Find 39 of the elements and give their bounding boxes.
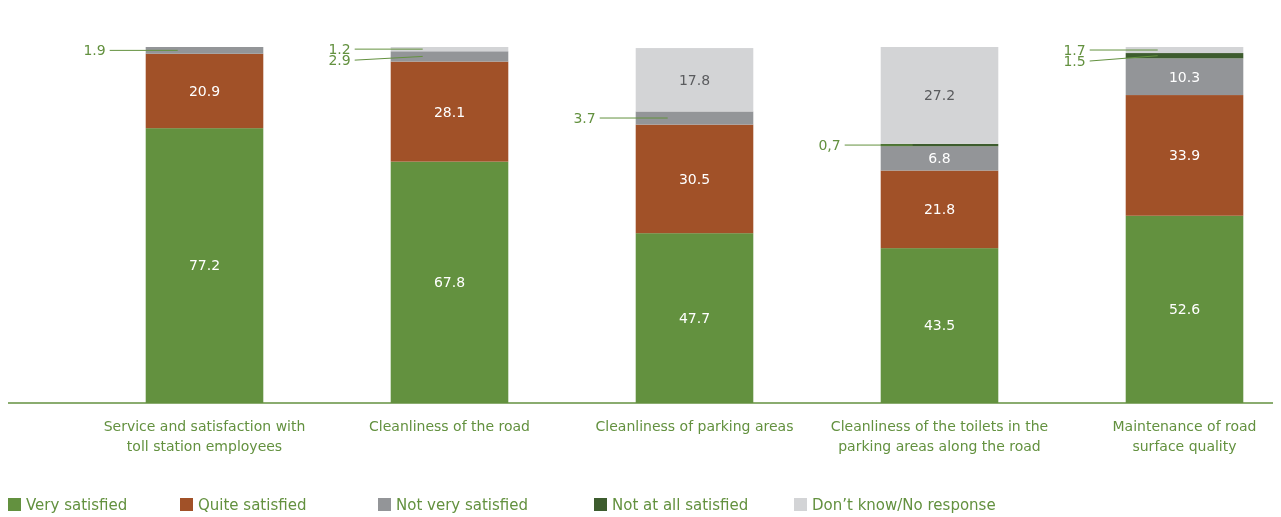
- data-label: 20.9: [188, 82, 221, 99]
- legend-label: Very satisfied: [26, 496, 128, 515]
- bar: [390, 51, 509, 62]
- data-label: 10.3: [1168, 68, 1201, 85]
- legend-label: Don’t know/No response: [812, 496, 996, 515]
- data-label: 27.2: [923, 87, 956, 104]
- x-tick-label: Maintenance of road surface quality: [1112, 418, 1257, 454]
- x-tick-label: Cleanliness of parking areas: [595, 418, 794, 434]
- legend-label: Not very satisfied: [396, 496, 529, 515]
- data-label: 43.5: [923, 317, 956, 334]
- bar: [390, 61, 509, 162]
- legend-label: Not at all satisfied: [612, 496, 749, 515]
- data-label: 77.2: [188, 257, 221, 274]
- x-tick-label: Service and satisfaction with toll station employees: [103, 418, 306, 454]
- data-label: 30.5: [678, 170, 711, 187]
- data-label: 52.6: [1168, 301, 1201, 318]
- data-label: 33.9: [1168, 147, 1201, 164]
- x-tick-label: Cleanliness of the toilets in the parking areas along the road: [830, 418, 1049, 454]
- bar: [880, 170, 999, 249]
- bar: [145, 53, 264, 129]
- bar: [880, 146, 999, 171]
- bar: [635, 124, 754, 234]
- data-label: 21.8: [923, 201, 956, 218]
- bar: [635, 48, 754, 112]
- data-label: 47.7: [678, 309, 711, 326]
- data-label: 67.8: [433, 274, 466, 291]
- bar: [145, 47, 264, 54]
- legend-label: Quite satisfied: [198, 496, 307, 515]
- data-label: 17.8: [678, 71, 711, 88]
- bar: [1125, 58, 1244, 96]
- data-label: 1.9: [83, 42, 106, 59]
- bar: [880, 47, 999, 144]
- x-tick-label: Cleanliness of the road: [369, 418, 530, 434]
- bar: [635, 111, 754, 125]
- data-label: 0,7: [818, 136, 841, 153]
- data-label: 28.1: [433, 103, 466, 120]
- data-label: 6.8: [928, 150, 951, 167]
- data-label: 3.7: [573, 109, 596, 126]
- bar: [1125, 95, 1244, 216]
